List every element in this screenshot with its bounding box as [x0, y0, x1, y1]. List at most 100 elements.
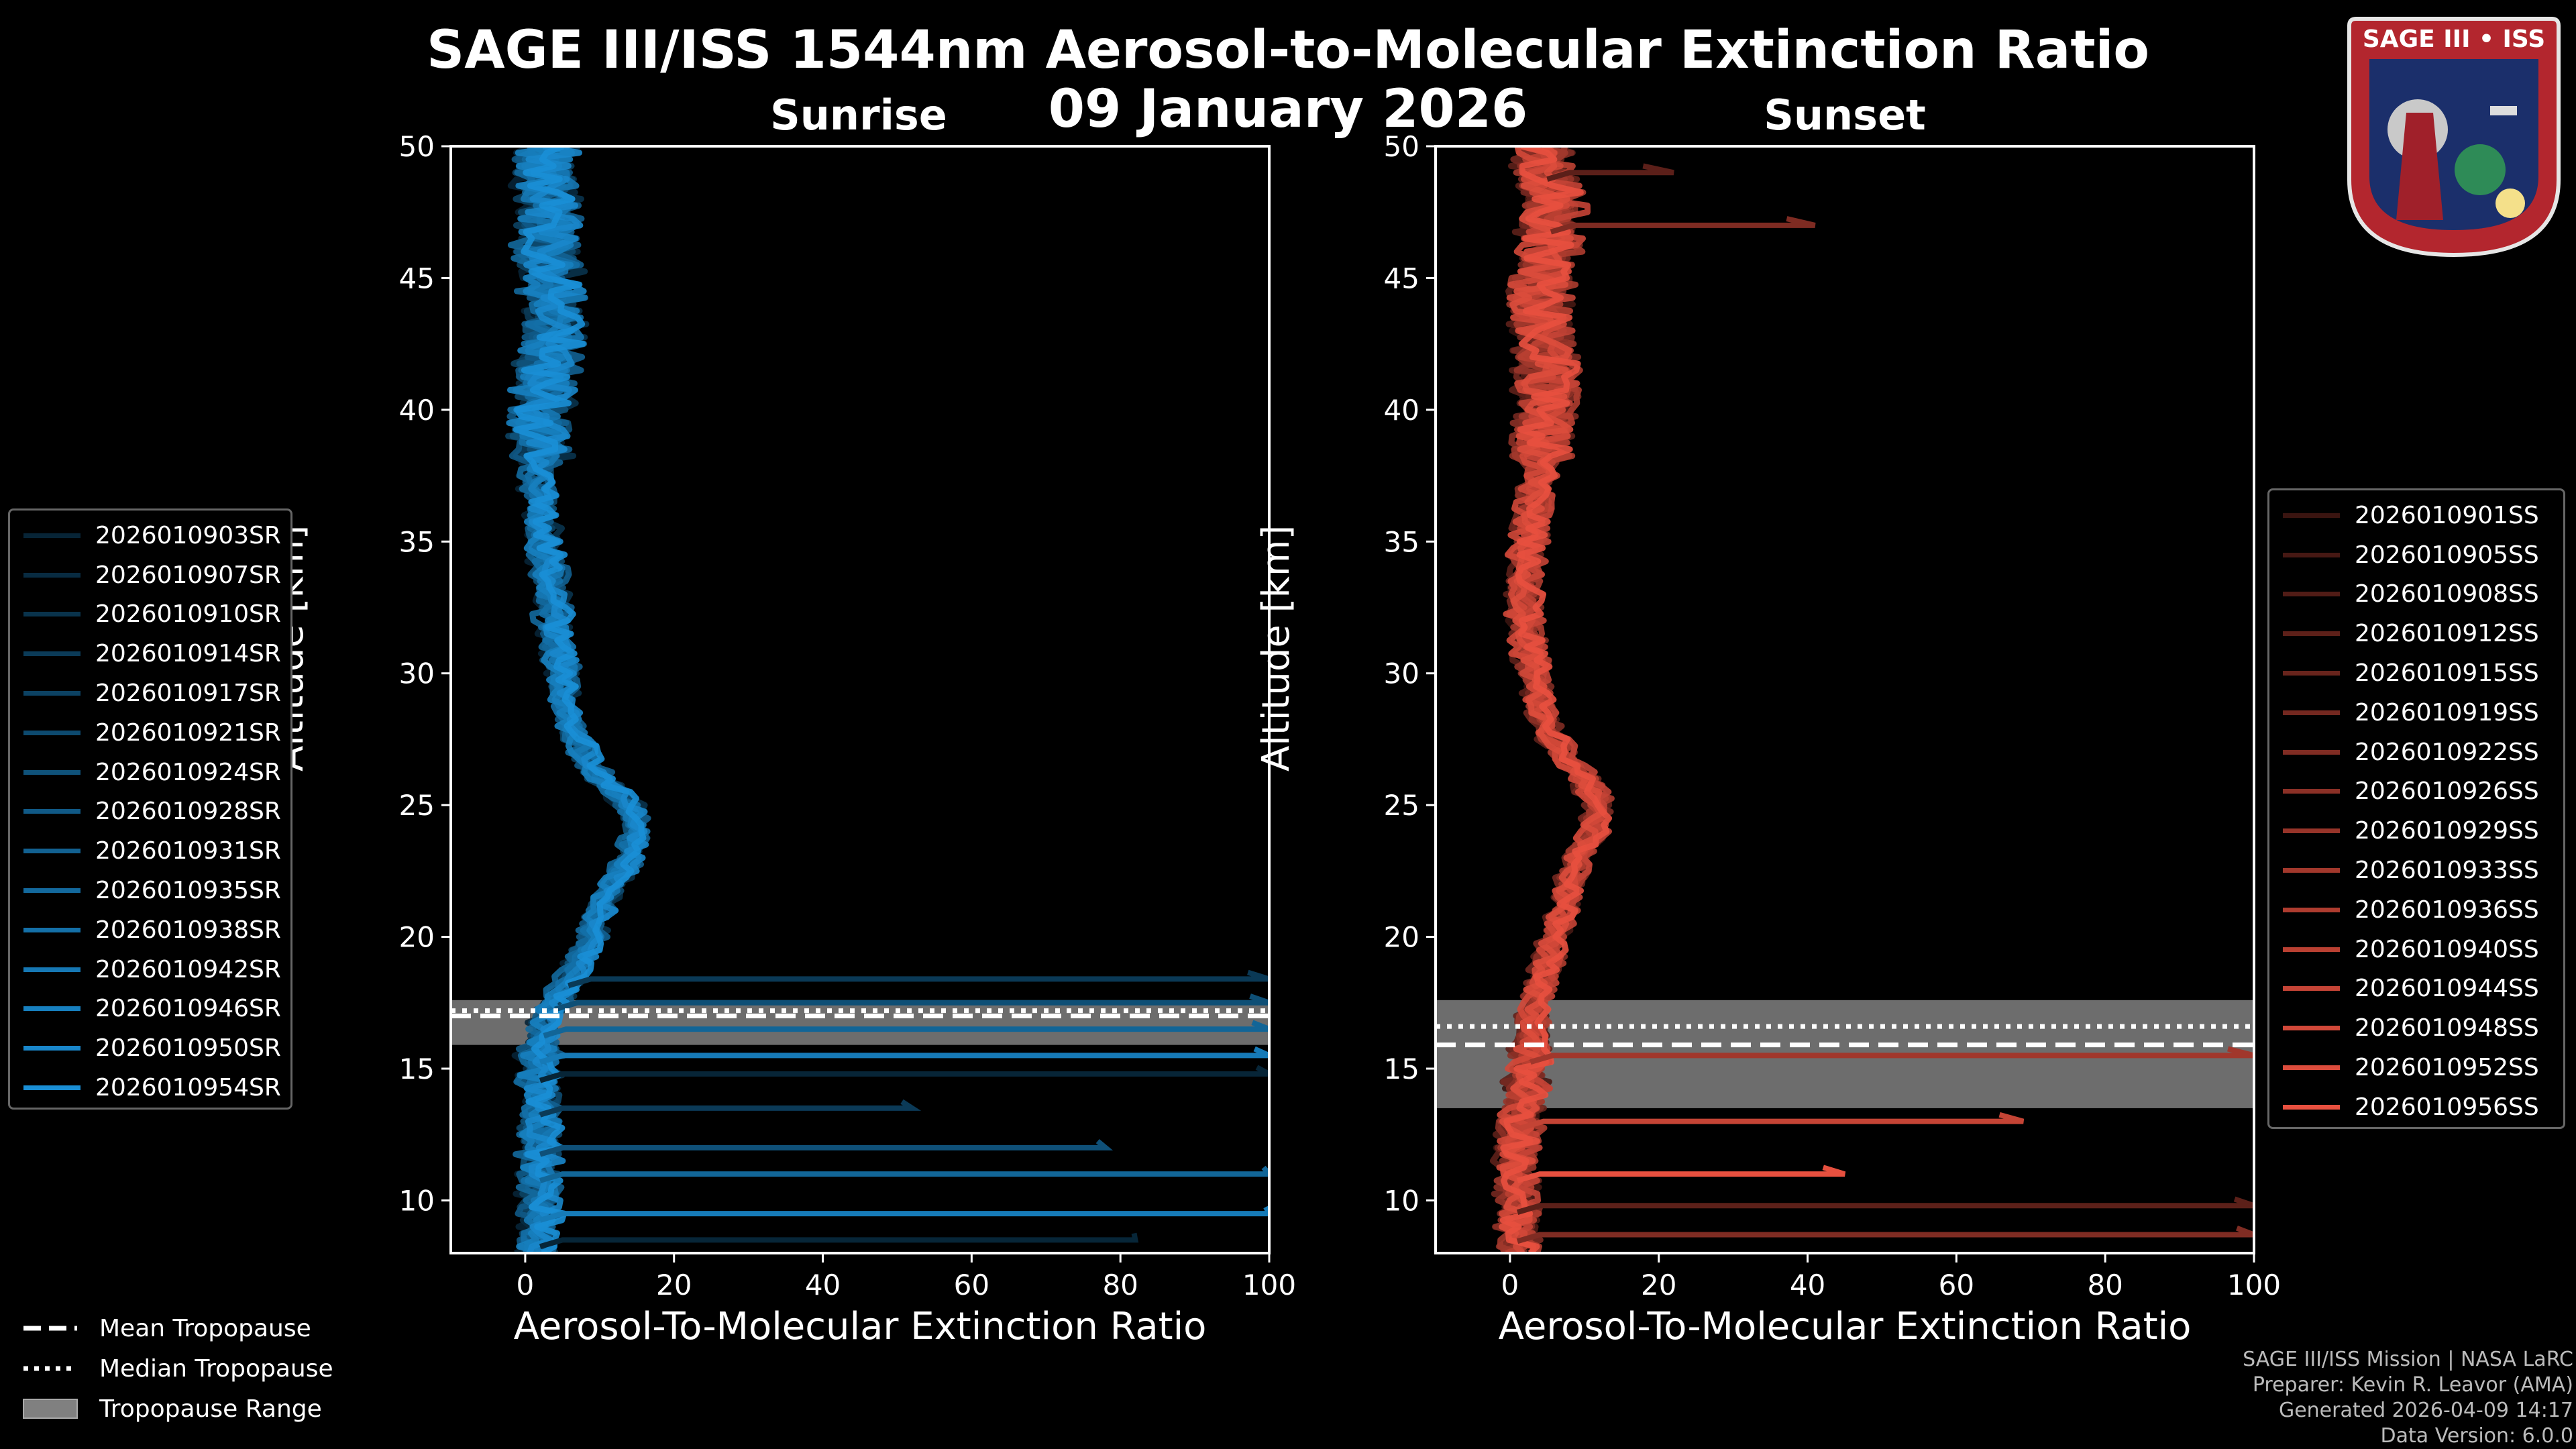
legend-range-label: Tropopause Range [99, 1395, 322, 1423]
sunset-legend-swatch [2283, 671, 2340, 676]
sunrise-legend-swatch [23, 967, 80, 972]
sunset-legend-item: 2026010912SS [2269, 614, 2563, 653]
sunrise-legend-item: 2026010954SR [10, 1068, 290, 1108]
sunset-plot-area [1436, 146, 2254, 1253]
sunset-legend-item: 2026010901SS [2269, 496, 2563, 535]
sunset-x-tick-label: 20 [1641, 1269, 1676, 1301]
sunrise-legend-label: 2026010942SR [95, 955, 281, 983]
sunrise-spike [539, 1232, 1139, 1250]
sunset-spike [1516, 1225, 2254, 1244]
credit-version: Data Version: 6.0.0 [2380, 1424, 2573, 1448]
sunrise-legend-swatch [23, 730, 80, 735]
sunset-y-tick-label: 25 [1384, 789, 1419, 822]
sunrise-x-axis-label: Aerosol-To-Molecular Extinction Ratio [513, 1305, 1207, 1348]
sunset-x-tick-label: 40 [1790, 1269, 1825, 1301]
sunrise-spike [554, 994, 1269, 1012]
sunrise-spike [539, 1099, 922, 1118]
sunset-legend-item: 2026010915SS [2269, 653, 2563, 693]
sunset-y-tick-label: 15 [1384, 1053, 1419, 1085]
sunrise-legend-label: 2026010938SR [95, 916, 281, 944]
sunset-legend-swatch [2283, 749, 2340, 755]
sunset-legend-label: 2026010901SS [2355, 501, 2539, 529]
sunset-legend-label: 2026010905SS [2355, 541, 2539, 569]
sunrise-legend-item: 2026010921SR [10, 713, 290, 753]
sunrise-legend-swatch [23, 809, 80, 814]
sunrise-plot-area [451, 146, 1269, 1253]
sunset-spike [1550, 216, 1816, 235]
sunset-legend-swatch [2283, 986, 2340, 991]
sunrise-legend-swatch [23, 533, 80, 538]
sunset-legend-label: 2026010926SS [2355, 777, 2539, 806]
sunrise-tropopause-range [451, 1000, 1269, 1045]
sunset-x-tick-label: 60 [1939, 1269, 1974, 1301]
tropopause-legend: Mean Tropopause Median Tropopause Tropop… [20, 1308, 396, 1429]
sunrise-legend-item: 2026010910SR [10, 595, 290, 635]
sunrise-legend-item: 2026010903SR [10, 516, 290, 555]
sunrise-legend-label: 2026010950SR [95, 1034, 281, 1063]
sunset-legend-swatch [2283, 1104, 2340, 1110]
sunset-legend-swatch [2283, 828, 2340, 834]
sunrise-legend-swatch [23, 1006, 80, 1012]
sunset-legend-swatch [2283, 552, 2340, 557]
sunset-spike [1529, 1046, 2254, 1065]
sunrise-y-tick-label: 35 [399, 525, 435, 558]
sunrise-legend-swatch [23, 612, 80, 617]
sunset-legend-swatch [2283, 1026, 2340, 1031]
sunset-profile-2026010956SS [1499, 146, 1613, 1253]
sunrise-legend-item: 2026010938SR [10, 910, 290, 950]
sunrise-legend-item: 2026010914SR [10, 634, 290, 674]
sunset-legend-swatch [2283, 789, 2340, 794]
sunset-x-tick-label: 80 [2087, 1269, 2123, 1301]
sunset-legend-label: 2026010933SS [2355, 857, 2539, 885]
sunset-legend-label: 2026010936SS [2355, 896, 2539, 924]
sunset-legend-swatch [2283, 907, 2340, 912]
sunrise-legend-item: 2026010935SR [10, 871, 290, 910]
sunset-y-tick-label: 35 [1384, 525, 1419, 558]
sunset-x-axis-label: Aerosol-To-Molecular Extinction Ratio [1498, 1305, 2192, 1348]
sunrise-frame [449, 145, 1271, 1254]
sunset-legend-label: 2026010929SS [2355, 817, 2539, 845]
sunset-frame [1434, 145, 2255, 1254]
logo-text: SAGE III • ISS [2363, 25, 2545, 53]
sunrise-y-tick-label: 25 [399, 789, 435, 822]
sunrise-x-tick-label: 20 [656, 1269, 692, 1301]
sunset-legend-item: 2026010944SS [2269, 969, 2563, 1009]
sunset-x-tick-label: 100 [2227, 1269, 2281, 1301]
legend-mean-tropopause: Mean Tropopause [20, 1308, 396, 1348]
sunrise-spike [539, 1046, 1269, 1065]
sunset-legend-item: 2026010956SS [2269, 1087, 2563, 1127]
sunrise-legend-label: 2026010931SR [95, 837, 281, 865]
sunrise-legend: 2026010903SR 2026010907SR 2026010910SR 2026… [8, 508, 292, 1110]
sunset-legend-label: 2026010956SS [2355, 1093, 2539, 1121]
chart-title: SAGE III/ISS 1544nm Aerosol-to-Molecular… [427, 20, 2149, 80]
sunset-legend-label: 2026010915SS [2355, 659, 2539, 688]
sunrise-legend-item: 2026010946SR [10, 989, 290, 1029]
sunrise-legend-label: 2026010907SR [95, 561, 281, 589]
sunrise-legend-item: 2026010924SR [10, 753, 290, 792]
sunset-spike [1516, 1196, 2254, 1215]
sunrise-spike [568, 969, 1269, 989]
sunset-legend-label: 2026010944SS [2355, 975, 2539, 1003]
sunset-y-tick-label: 20 [1384, 921, 1419, 954]
sunset-legend-swatch [2283, 868, 2340, 873]
sunset-x-tick-label: 0 [1501, 1269, 1519, 1301]
sunset-y-tick-label: 40 [1384, 394, 1419, 427]
legend-median-tropopause: Median Tropopause [20, 1348, 396, 1389]
sunset-legend-item: 2026010922SS [2269, 733, 2563, 772]
sunrise-legend-item: 2026010950SR [10, 1028, 290, 1068]
sunrise-profile-2026010954SR [513, 146, 647, 1253]
sunrise-legend-swatch [23, 572, 80, 578]
sunset-legend-item: 2026010919SS [2269, 693, 2563, 733]
sunset-legend-label: 2026010940SS [2355, 935, 2539, 963]
dashed-line-icon [23, 1326, 77, 1331]
sunset-legend-item: 2026010952SS [2269, 1048, 2563, 1087]
legend-mean-label: Mean Tropopause [99, 1314, 311, 1342]
sunset-y-tick-label: 45 [1384, 262, 1419, 294]
sunset-y-tick-label: 10 [1384, 1184, 1419, 1217]
sunset-legend-label: 2026010908SS [2355, 580, 2539, 608]
sunrise-y-tick-label: 30 [399, 657, 435, 690]
dotted-line-icon [23, 1366, 77, 1371]
sunset-legend-item: 2026010933SS [2269, 851, 2563, 890]
sunrise-legend-swatch [23, 927, 80, 932]
